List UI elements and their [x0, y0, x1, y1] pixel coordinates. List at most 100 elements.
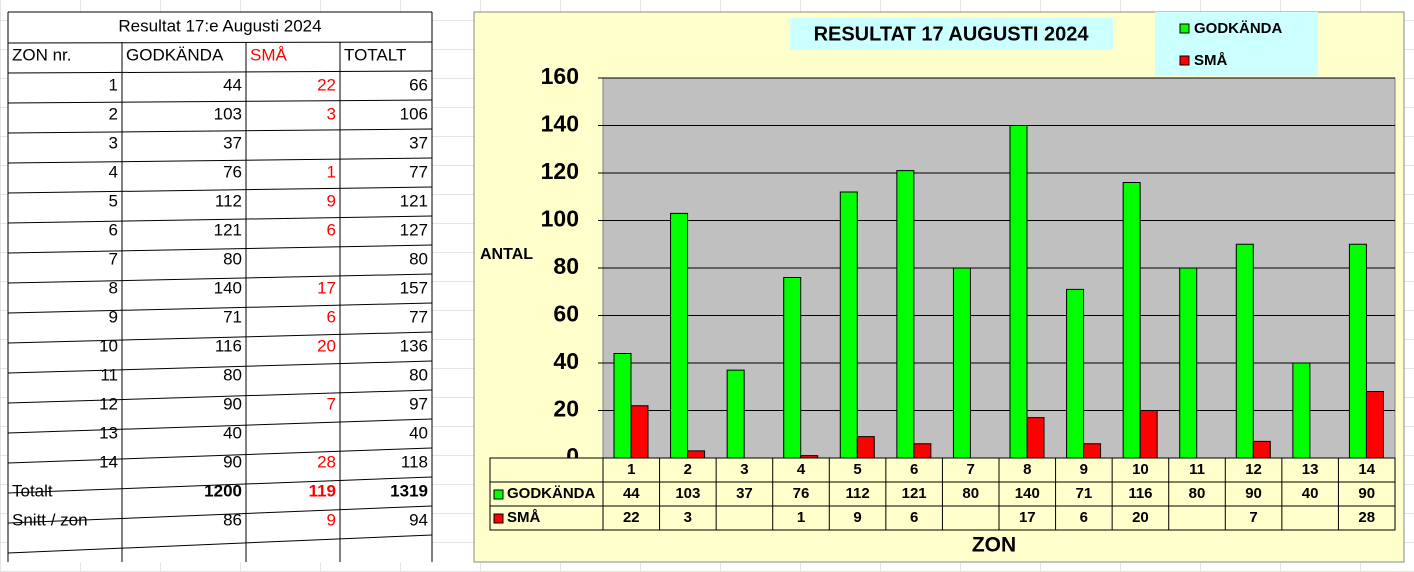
table-cell: 2	[109, 104, 118, 123]
table-cell: 12	[99, 394, 118, 413]
data-table-series: SMÅ	[507, 509, 541, 526]
y-tick-label: 20	[553, 396, 579, 422]
chart-title: RESULTAT 17 AUGUSTI 2024	[814, 23, 1090, 45]
data-table-swatch	[493, 489, 504, 500]
border	[7, 70, 433, 74]
table-cell: 7	[327, 394, 336, 413]
table-cell: 80	[223, 365, 242, 384]
table-cell: 90	[223, 452, 242, 471]
y-tick-label: 140	[541, 111, 579, 137]
bar	[1292, 362, 1311, 459]
table-cell: 121	[214, 220, 242, 239]
table-cell: 40	[409, 423, 428, 442]
data-table-value: 44	[623, 485, 640, 502]
table-cell: 121	[400, 191, 428, 210]
bar	[1026, 417, 1045, 459]
x-tick-label: 8	[1023, 461, 1031, 478]
data-table-value: 90	[1245, 485, 1262, 502]
table-cell: 3	[327, 104, 336, 123]
table-cell: 77	[409, 162, 428, 181]
x-tick-label: 6	[910, 461, 918, 478]
y-tick-label: 160	[541, 63, 579, 89]
data-table-value: 140	[1015, 485, 1040, 502]
border	[7, 360, 433, 374]
table-cell: 9	[327, 191, 336, 210]
table-cell: 40	[223, 423, 242, 442]
border	[7, 505, 433, 524]
border	[7, 447, 433, 464]
bar	[1235, 243, 1254, 459]
table-cell: 103	[214, 104, 242, 123]
bar	[1066, 288, 1085, 459]
header-cell: ZON nr.	[12, 45, 72, 64]
table-cell: 28	[317, 452, 336, 471]
table-cell: 3	[109, 133, 118, 152]
bar	[800, 455, 819, 459]
table-cell: 1200	[204, 481, 242, 500]
data-table-value: 80	[1189, 485, 1206, 502]
legend-swatch	[1179, 23, 1190, 34]
data-table-value: 17	[1019, 509, 1036, 526]
border	[7, 476, 433, 494]
x-axis-label: ZON	[972, 534, 1016, 557]
bar	[726, 369, 745, 459]
x-tick-label: 9	[1080, 461, 1088, 478]
table-title: Resultat 17:e Augusti 2024	[118, 16, 321, 35]
table-cell: 94	[409, 510, 428, 529]
data-table-value: 20	[1132, 509, 1149, 526]
border	[7, 302, 433, 314]
table-cell: 71	[223, 307, 242, 326]
y-tick-label: 120	[541, 158, 579, 184]
legend-swatch	[1179, 55, 1190, 66]
table-cell: 1319	[390, 481, 428, 500]
data-table-value: 6	[910, 509, 918, 526]
data-table-value: 7	[1249, 509, 1257, 526]
border	[7, 215, 433, 224]
data-table-value: 40	[1302, 485, 1319, 502]
data-table-value: 116	[1128, 485, 1152, 502]
table-cell: Snitt / zon	[12, 510, 88, 529]
bar	[613, 353, 632, 459]
x-tick-label: 3	[740, 461, 748, 478]
border	[7, 534, 433, 554]
table-cell: 13	[99, 423, 118, 442]
table-cell: 14	[99, 452, 118, 471]
table-cell: 11	[100, 365, 118, 384]
bar	[952, 267, 971, 459]
x-tick-label: 1	[627, 461, 635, 478]
y-axis-label: ANTAL	[480, 246, 533, 263]
table-cell: 118	[401, 452, 428, 471]
table-cell: 37	[409, 133, 428, 152]
table-cell: 80	[409, 249, 428, 268]
data-table-value: 37	[736, 485, 753, 502]
table-cell: 136	[400, 336, 428, 355]
x-tick-label: 14	[1358, 461, 1375, 478]
table-cell: 7	[109, 249, 118, 268]
table-cell: 6	[109, 220, 118, 239]
x-tick-label: 10	[1132, 461, 1149, 478]
table-cell: 9	[327, 510, 336, 529]
table-cell: 97	[409, 394, 428, 413]
table-cell: 140	[214, 278, 242, 297]
table-cell: 127	[400, 220, 428, 239]
table-cell: 20	[317, 336, 336, 355]
legend-label: GODKÄNDA	[1194, 20, 1282, 37]
border	[7, 273, 433, 284]
border	[7, 99, 433, 104]
table-cell: 44	[223, 75, 242, 94]
border	[7, 128, 433, 134]
table-cell: 4	[109, 162, 118, 181]
title-box	[790, 18, 1113, 50]
x-tick-label: 2	[684, 461, 692, 478]
bar	[1083, 443, 1102, 459]
bar	[1122, 182, 1141, 459]
header-cell: SMÅ	[250, 45, 288, 64]
bar	[1139, 410, 1158, 459]
table-cell: 6	[327, 307, 336, 326]
table-cell: 9	[109, 307, 118, 326]
data-table-series: GODKÄNDA	[507, 485, 595, 502]
table-cell: 1	[327, 162, 336, 181]
header-cell: GODKÄNDA	[126, 45, 224, 64]
border	[7, 186, 433, 194]
